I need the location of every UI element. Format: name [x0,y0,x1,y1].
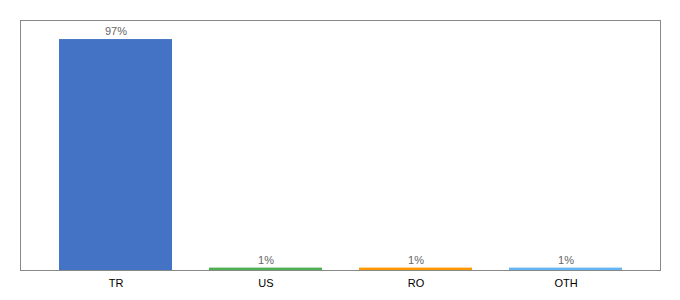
svg-text:1%: 1% [258,254,274,266]
svg-text:1%: 1% [408,254,424,266]
svg-text:OTH: OTH [554,277,577,289]
svg-text:TR: TR [109,277,124,289]
svg-text:US: US [258,277,273,289]
svg-text:1%: 1% [558,254,574,266]
svg-text:RO: RO [408,277,425,289]
svg-text:97%: 97% [105,25,127,37]
